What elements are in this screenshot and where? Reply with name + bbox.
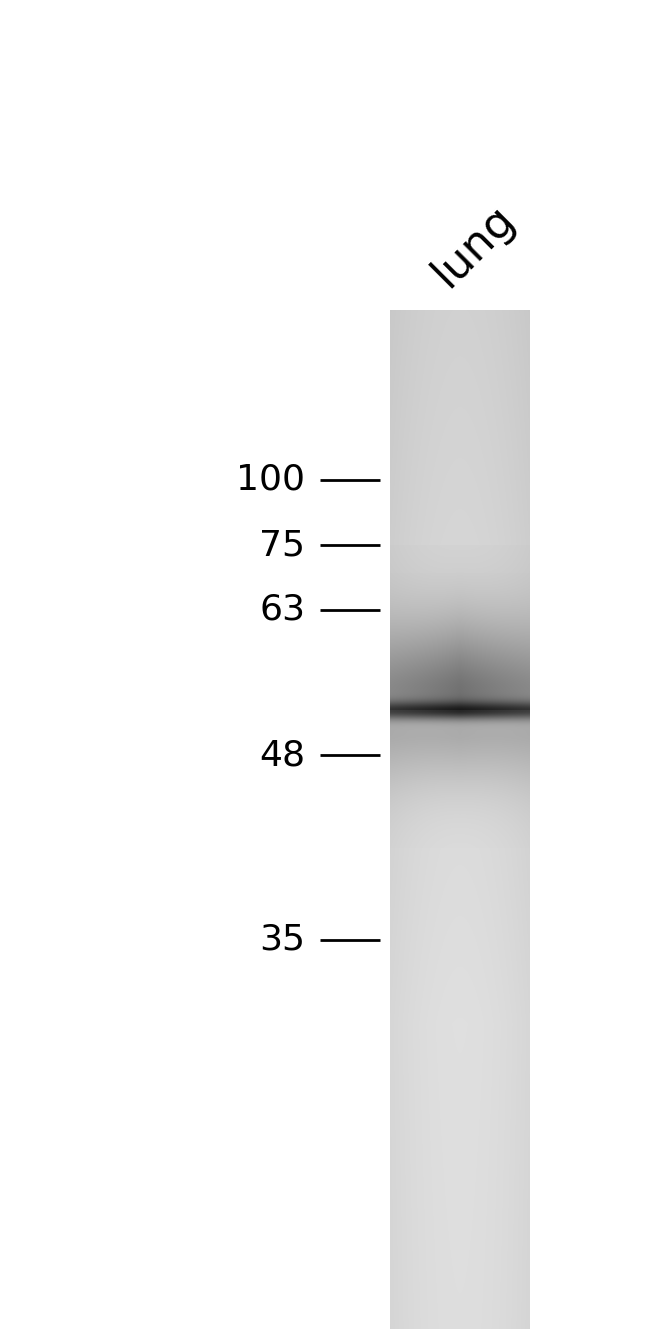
Text: 48: 48 — [259, 738, 305, 772]
Text: 63: 63 — [259, 593, 305, 627]
Text: 35: 35 — [259, 924, 305, 957]
Text: 100: 100 — [236, 462, 305, 497]
Text: 75: 75 — [259, 528, 305, 562]
Text: lung: lung — [424, 197, 523, 295]
